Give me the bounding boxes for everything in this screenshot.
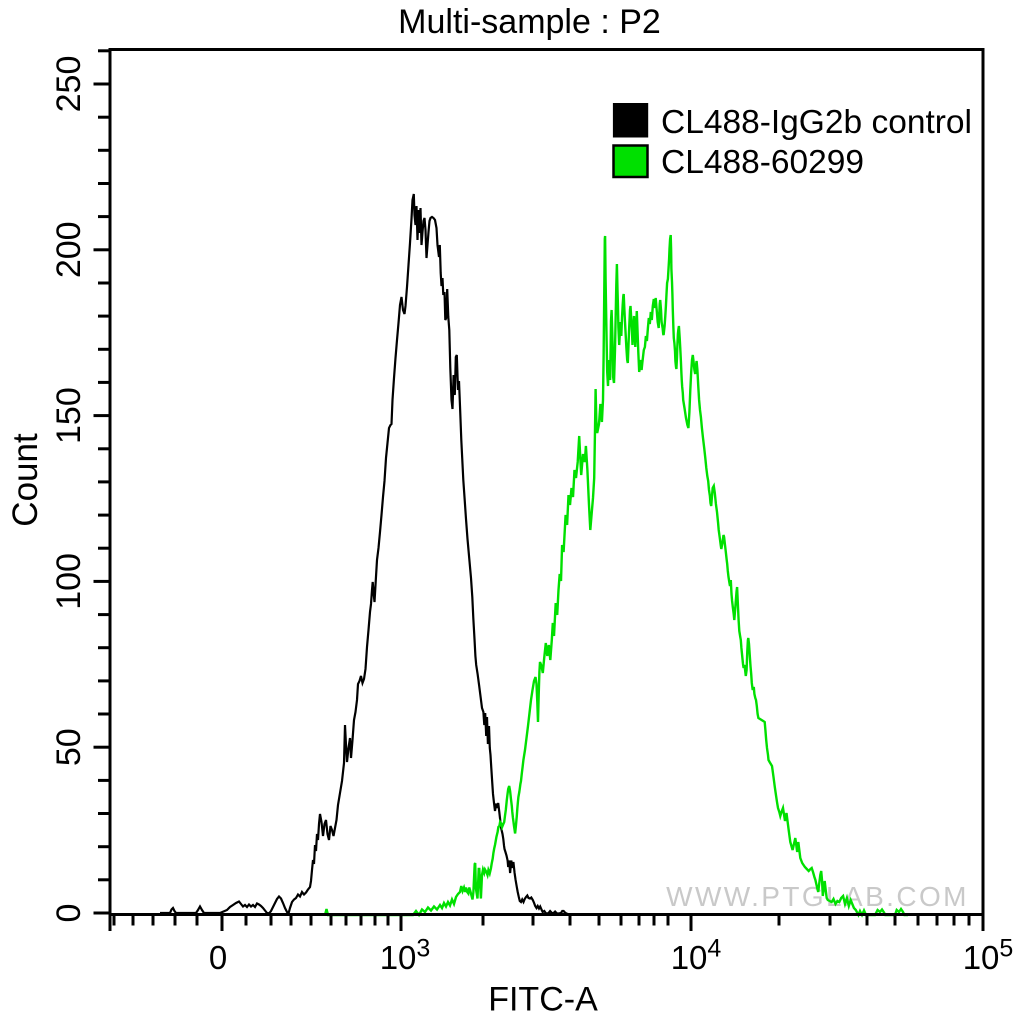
svg-text:FITC-A: FITC-A <box>488 981 598 1018</box>
svg-text:CL488-IgG2b control: CL488-IgG2b control <box>661 104 972 141</box>
svg-text:150: 150 <box>50 387 88 444</box>
svg-text:Count: Count <box>6 433 45 527</box>
svg-text:100: 100 <box>50 553 88 610</box>
svg-text:200: 200 <box>50 221 88 278</box>
svg-text:0: 0 <box>209 939 227 976</box>
svg-text:CL488-60299: CL488-60299 <box>661 144 864 181</box>
svg-text:Multi-sample : P2: Multi-sample : P2 <box>398 3 661 41</box>
svg-text:50: 50 <box>50 728 88 766</box>
svg-text:250: 250 <box>50 56 88 113</box>
svg-text:0: 0 <box>50 904 88 923</box>
